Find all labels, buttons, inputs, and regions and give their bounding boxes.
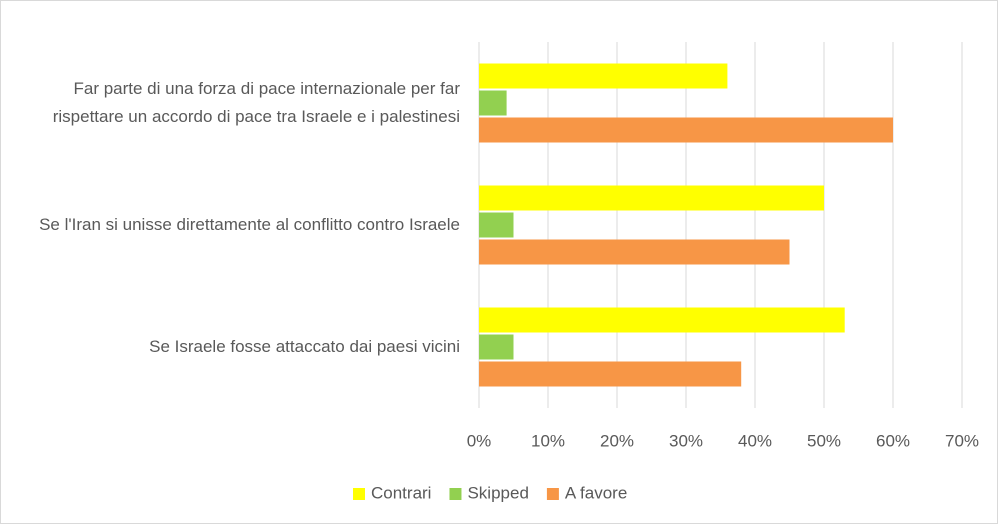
bar — [479, 90, 507, 116]
category-label: Se Israele fosse attaccato dai paesi vic… — [149, 337, 460, 356]
bar — [479, 117, 893, 143]
x-tick-label: 60% — [876, 431, 910, 450]
x-tick-label: 10% — [531, 431, 565, 450]
x-tick-label: 50% — [807, 431, 841, 450]
legend-label: A favore — [565, 483, 627, 502]
legend-swatch — [449, 488, 462, 500]
bar — [479, 63, 728, 89]
x-tick-label: 40% — [738, 431, 772, 450]
bar — [479, 239, 790, 265]
bar — [479, 212, 514, 238]
bar — [479, 185, 824, 211]
x-tick-label: 0% — [467, 431, 492, 450]
x-tick-label: 30% — [669, 431, 703, 450]
legend-label: Skipped — [467, 483, 528, 502]
legend-swatch — [546, 488, 559, 500]
bar — [479, 307, 845, 333]
x-tick-label: 20% — [600, 431, 634, 450]
legend-swatch — [353, 488, 365, 500]
category-label: Se l'Iran si unisse direttamente al conf… — [39, 215, 460, 234]
bar — [479, 361, 742, 387]
legend-label: Contrari — [371, 483, 431, 502]
bar — [479, 334, 514, 360]
category-label: Far parte di una forza di pace internazi… — [52, 79, 460, 126]
x-tick-label: 70% — [945, 431, 979, 450]
